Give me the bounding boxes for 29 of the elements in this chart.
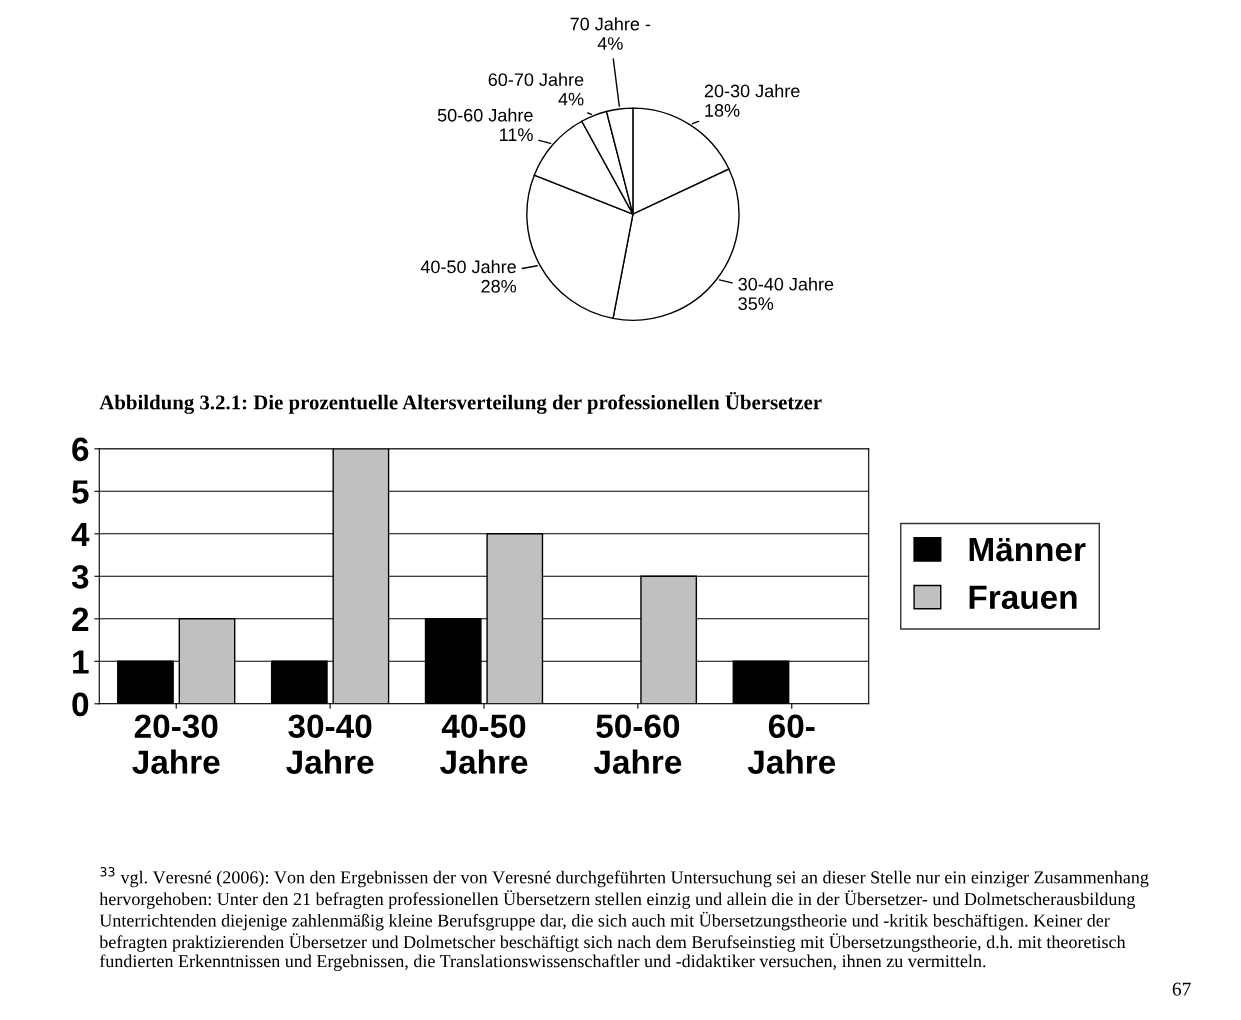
data-label: 18% [705,104,740,117]
x-tick-label: 30-40 Jahre [286,714,374,774]
y-tick-label: 5 [72,480,89,504]
text: 67 [1172,982,1191,996]
legend-label: Männer [969,537,1086,562]
data-label: 28% [481,279,517,293]
y-tick-label: 0 [72,692,89,717]
y-tick-label: 6 [72,437,89,462]
slice-label: 40-50 Jahre [420,259,516,274]
x-tick-label: 40-50 Jahre [440,714,528,774]
legend-label: Frauen [969,585,1077,610]
slice-label: 30-40 Jahre [738,277,834,291]
data-label: 4% [597,37,623,50]
y-tick-label: 2 [72,607,89,631]
slice-label: 70 Jahre - [570,17,651,31]
y-tick-label: 3 [71,565,89,589]
y-tick-label: 1 [73,650,89,674]
data-label: 11% [500,128,533,142]
x-tick-label: 50-60 Jahre [593,714,682,774]
data-label: 4% [558,92,584,106]
y-tick-label: 4 [71,522,90,546]
text: $^{33}$ vgl. Veresné (2006): Von den Ergebnissen der von Veresné durchgeführten Untersuchung sei an dieser Stelle nur ein einziger Zusammenhang hervorgehoben: Unter den 21 befragten professionellen Übersetzern stellen einzig und allein die in der Übersetzer- und Dolmetscherausbildung Unterrichtenden diejenige zahlenmäßig kleine Berufsgruppe dar, die sich auch mit Übersetzungstheorie und -kritik beschäftigen. Keiner der befragten praktizierenden Übersetzer und Dolmetscher beschäftigt sich nach dem Berufseinstieg mit Übersetzungstheorie, d.h. mit theoretisch fundierten Erkenntnissen und Ergebnissen, die Translationswissenschaftler und -didaktiker versuchen, ihnen zu vermitteln. [99,867,1149,972]
x-tick-label: 60- Jahre [747,714,836,774]
text: Abbildung 3.2.1: Die prozentuelle Altersverteilung der professionellen Übersetzer [99,391,822,414]
slice-label: 60-70 Jahre [488,72,584,87]
slice-label: 50-60 Jahre [437,108,533,122]
slice-label: 20-30 Jahre [704,84,800,98]
data-label: 35% [738,297,774,311]
x-tick-label: 20-30 Jahre [132,714,220,774]
